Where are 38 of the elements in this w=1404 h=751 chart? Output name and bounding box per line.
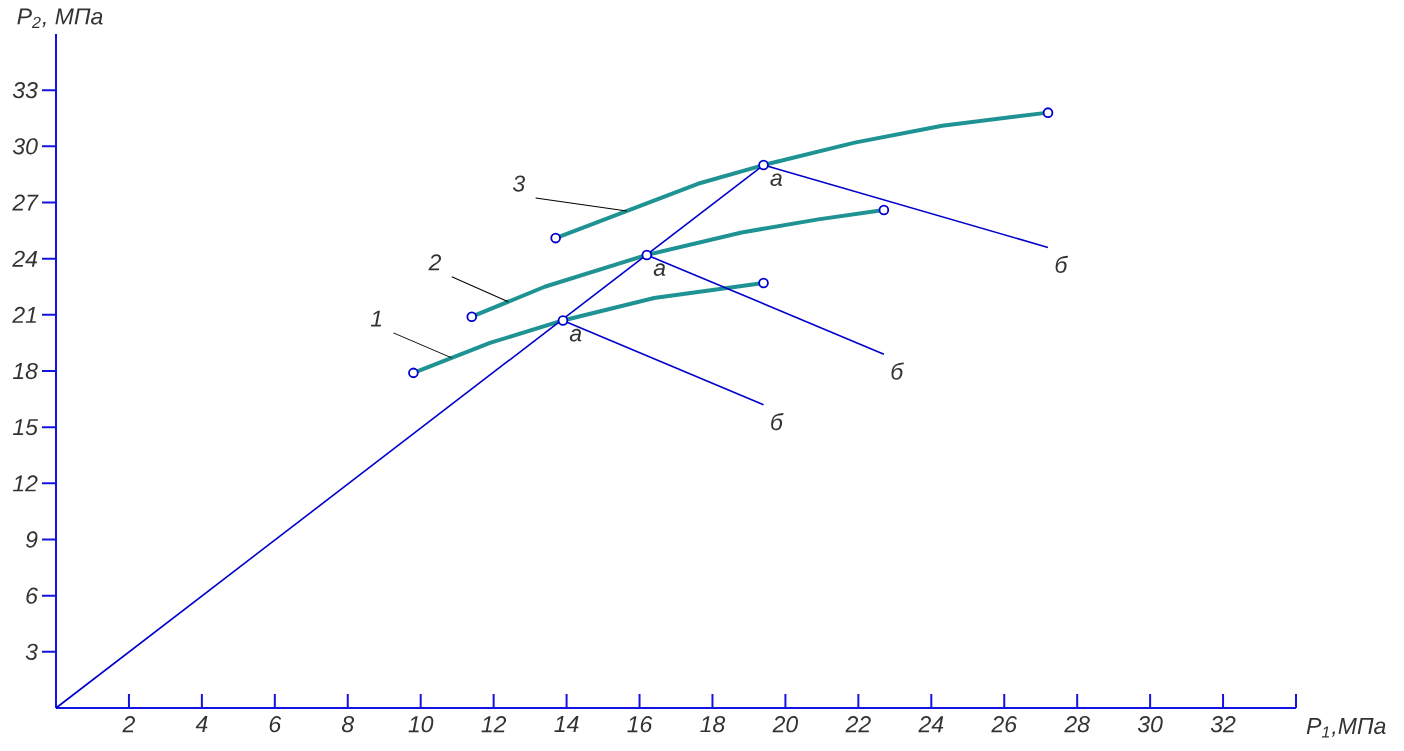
annotation: а xyxy=(653,263,666,276)
x-tick-label: 6 xyxy=(269,716,282,733)
text: 3 xyxy=(512,175,526,192)
x-tick-label: 16 xyxy=(627,716,653,733)
y-tick-label: 15 xyxy=(12,419,38,436)
x-tick-label: 24 xyxy=(918,716,944,733)
text: 1 xyxy=(370,310,382,327)
x-tick-label: 26 xyxy=(991,716,1018,733)
y-axis-title: P$_{2}$, МПа xyxy=(17,8,103,28)
x-tick-label: 22 xyxy=(845,716,871,733)
annotation: а xyxy=(770,173,782,187)
annotation: б xyxy=(1055,255,1069,273)
y-tick-label: 6 xyxy=(26,587,38,604)
y-tick-label: 12 xyxy=(12,475,38,492)
x-tick-label: 18 xyxy=(700,716,726,733)
y-tick-label: 24 xyxy=(12,250,38,267)
x-tick-label: 10 xyxy=(408,716,434,733)
x-tick-label: 12 xyxy=(481,716,507,733)
x-tick-label: 4 xyxy=(195,716,208,732)
y-tick-label: 9 xyxy=(25,531,38,548)
y-tick-label: 18 xyxy=(12,362,38,380)
x-tick-label: 14 xyxy=(554,716,579,732)
y-tick-label: 21 xyxy=(12,306,36,323)
x-tick-label: 20 xyxy=(772,716,799,733)
y-tick-label: 30 xyxy=(12,138,38,155)
annotation: б xyxy=(771,413,784,431)
annotation: а xyxy=(569,328,582,342)
x-tick-label: 8 xyxy=(341,716,355,733)
x-tick-label: 2 xyxy=(122,716,135,733)
y-tick-label: 27 xyxy=(12,194,39,211)
y-tick-label: 3 xyxy=(25,643,38,660)
annotation: б xyxy=(891,362,904,380)
y-tick-label: 33 xyxy=(12,82,38,99)
x-tick-label: 30 xyxy=(1137,716,1163,733)
x-tick-label: 28 xyxy=(1064,716,1090,733)
text: 2 xyxy=(428,254,442,271)
x-axis-title: P$_{1}$,МПа xyxy=(1306,718,1386,738)
x-tick-label: 32 xyxy=(1210,716,1236,733)
